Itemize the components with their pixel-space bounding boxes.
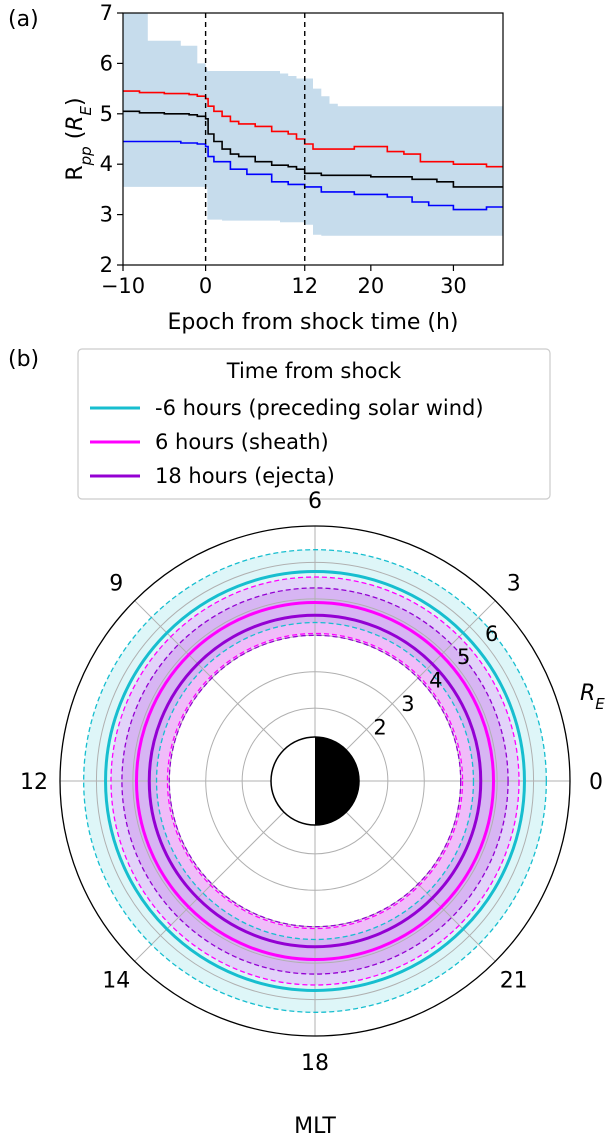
panel-b-label: (b): [8, 347, 39, 372]
range-bounds: [83, 549, 547, 1013]
range-bound-ring: [168, 634, 462, 928]
mlt-axis-label: MLT: [294, 1114, 336, 1139]
mlt-tick-label: 14: [102, 969, 130, 994]
y-axis-ticks: 2 3 4 5 6 7: [100, 1, 123, 277]
earth-night-side: [315, 737, 359, 825]
y-tick-label: 3: [100, 203, 113, 227]
mlt-tick-labels: 0 3 6 9 12 14 18 21: [20, 489, 603, 1076]
median-line: [123, 110, 503, 188]
mlt-tick-label: 3: [507, 571, 521, 596]
legend-label: 6 hours (sheath): [155, 430, 329, 454]
radial-tick-label: 5: [457, 645, 470, 669]
mean-rings: [104, 570, 526, 992]
legend-label: -6 hours (preceding solar wind): [155, 396, 484, 420]
y-tick-label: 6: [100, 51, 113, 75]
x-tick-label: 30: [440, 274, 467, 298]
mlt-tick-label: 21: [500, 969, 528, 994]
x-axis-ticks: −10 0 12 20 30: [101, 265, 467, 298]
range-bound-ring: [155, 621, 475, 941]
line-plot: −10 0 12 20 30 2 3 4 5 6 7: [100, 1, 504, 298]
legend-title: Time from shock: [226, 359, 402, 383]
polar-outer-frame: [59, 525, 571, 1037]
upper-bound-line: [123, 90, 503, 168]
legend-box: [77, 348, 551, 500]
x-axis-label: Epoch from shock time (h): [167, 310, 458, 335]
range-bound-ring: [110, 576, 520, 986]
mean-ring: [135, 601, 495, 961]
mlt-tick-label: 9: [109, 571, 123, 596]
earth-icon: [270, 736, 360, 826]
mlt-tick-label: 6: [308, 489, 322, 514]
mlt-tick-label: 18: [301, 1051, 329, 1076]
radial-tick-label: 6: [485, 622, 498, 646]
x-tick-label: 20: [357, 274, 384, 298]
radial-tick-label: 2: [373, 715, 386, 739]
range-bound-ring: [121, 587, 509, 975]
y-tick-label: 2: [100, 253, 113, 277]
y-tick-label: 7: [100, 1, 113, 25]
y-tick-label: 4: [100, 152, 113, 176]
panel-a-label: (a): [8, 7, 39, 32]
legend: Time from shock -6 hours (preceding sola…: [77, 348, 551, 500]
range-band: [123, 13, 503, 236]
legend-items: -6 hours (preceding solar wind) 6 hours (…: [90, 396, 484, 488]
mean-ring: [104, 570, 526, 992]
radial-tick-label: 4: [429, 669, 442, 693]
plot-frame: [122, 12, 504, 266]
range-bound-ring: [166, 632, 464, 930]
y-axis-label: Rpp (RE): [63, 97, 95, 180]
legend-label: 18 hours (ejecta): [155, 464, 335, 488]
shaded-range-band: [123, 13, 503, 236]
x-tick-label: 0: [199, 274, 212, 298]
x-tick-label: 12: [291, 274, 318, 298]
radial-tick-label: 3: [401, 692, 414, 716]
y-tick-label: 5: [100, 102, 113, 126]
range-bound-ring: [83, 549, 547, 1013]
mlt-tick-label: 12: [20, 770, 48, 795]
x-tick-label: −10: [101, 274, 145, 298]
radial-unit-label: RE: [580, 681, 605, 713]
mean-ring: [147, 613, 483, 949]
event-vlines: [204, 13, 306, 265]
mlt-tick-label: 0: [589, 770, 603, 795]
